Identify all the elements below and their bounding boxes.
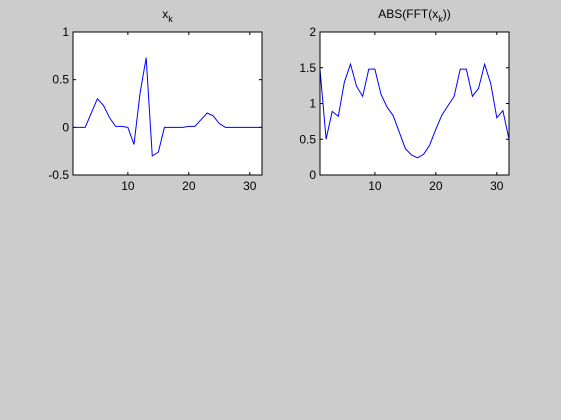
ytick-label-0: 0 [309, 168, 316, 182]
xtick-label-30: 30 [243, 179, 257, 193]
title-subscript: k [168, 14, 173, 24]
subplot-left: 10 20 30 -0.5 0 0.5 1 xk [48, 7, 263, 193]
series-line-abs-fft [319, 62, 510, 159]
axes-right-ytick-labels: 0 0.5 1 1.5 2 [299, 25, 316, 182]
ytick-label-1-5: 1.5 [299, 61, 316, 75]
axes-right-frame [319, 31, 510, 176]
axes-left-frame [72, 31, 263, 176]
axes-left-ytick-labels: -0.5 0 0.5 1 [48, 25, 69, 182]
title-subscript: k [438, 14, 443, 24]
xtick-label-20: 20 [182, 179, 196, 193]
chart-title-left: xk [162, 7, 173, 24]
axes-left-xtick-labels: 10 20 30 [121, 179, 257, 193]
xtick-label-10: 10 [121, 179, 135, 193]
title-main: ABS(FFT(x [378, 7, 438, 21]
chart-title-right: ABS(FFT(xk)) [378, 7, 451, 24]
ytick-label-2: 2 [309, 25, 316, 39]
ytick-label-0: 0 [62, 120, 69, 134]
ytick-label-0-5: 0.5 [299, 132, 316, 146]
ytick-label-neg-0-5: -0.5 [48, 168, 69, 182]
axes-left-background [73, 32, 262, 175]
series-line-xk [73, 57, 262, 157]
ytick-label-0-5: 0.5 [52, 73, 69, 87]
subplot-right: 10 20 30 0 0.5 1 1.5 2 ABS(FFT(xk)) [299, 7, 510, 193]
ytick-label-1: 1 [309, 97, 316, 111]
ytick-label-1: 1 [62, 25, 69, 39]
axes-right-background [320, 32, 509, 175]
axes-right-xtick-labels: 10 20 30 [368, 179, 504, 193]
title-suffix: )) [443, 7, 451, 21]
xtick-label-10: 10 [368, 179, 382, 193]
title-main: x [162, 7, 168, 21]
xtick-label-30: 30 [490, 179, 504, 193]
xtick-label-20: 20 [429, 179, 443, 193]
